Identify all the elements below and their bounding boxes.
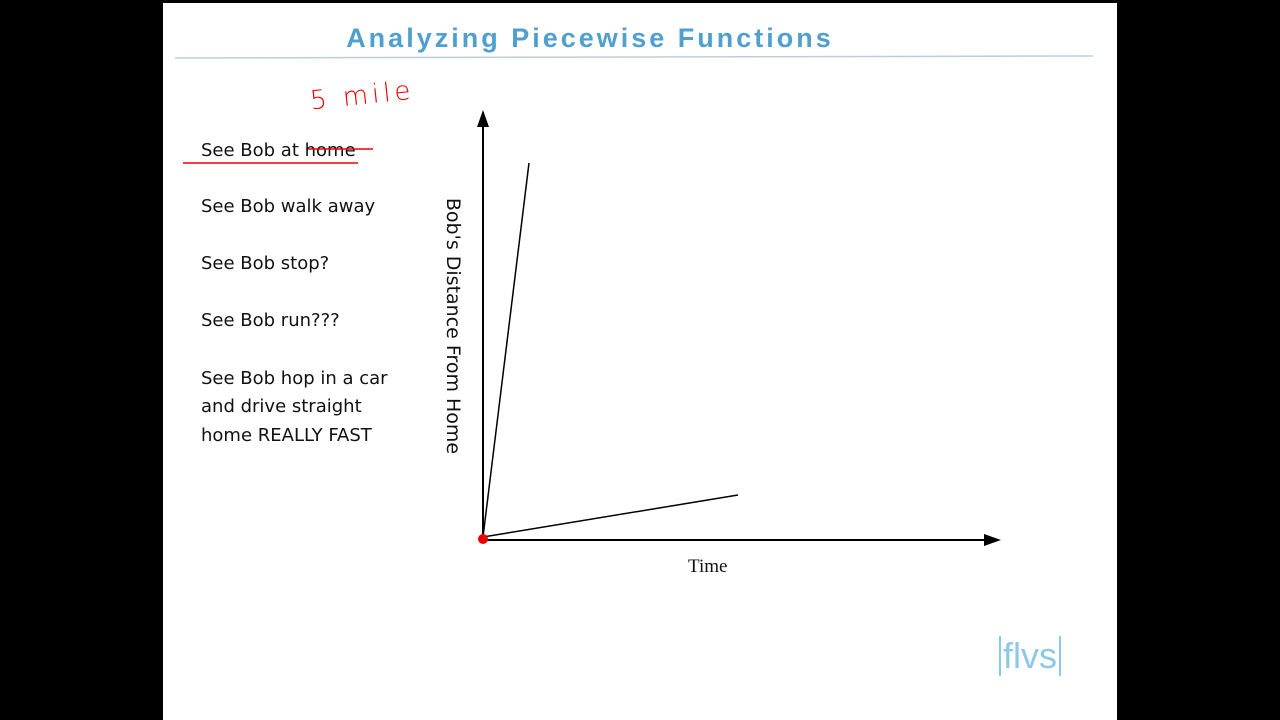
logo: flvs [999, 636, 1061, 676]
x-axis-label: Time [688, 556, 728, 577]
x-arrow [984, 534, 1001, 546]
list-item: and drive straight [201, 396, 362, 417]
list-item: See Bob run??? [201, 310, 340, 331]
title-rule [174, 55, 1094, 59]
list-item: See Bob stop? [201, 253, 330, 274]
y-arrow [477, 110, 489, 127]
segment [482, 494, 739, 538]
origin-dot [478, 534, 488, 544]
list-item: See Bob at home [201, 140, 356, 161]
drawing [174, 55, 1094, 546]
list-item: See Bob walk away [201, 196, 376, 217]
list-item: home REALLY FAST [201, 425, 372, 446]
list-item: See Bob hop in a car [201, 368, 388, 389]
segment [482, 162, 530, 538]
slide: Analyzing Piecewise Functions See Bob at… [163, 3, 1117, 720]
slide-title: Analyzing Piecewise Functions [346, 23, 834, 53]
